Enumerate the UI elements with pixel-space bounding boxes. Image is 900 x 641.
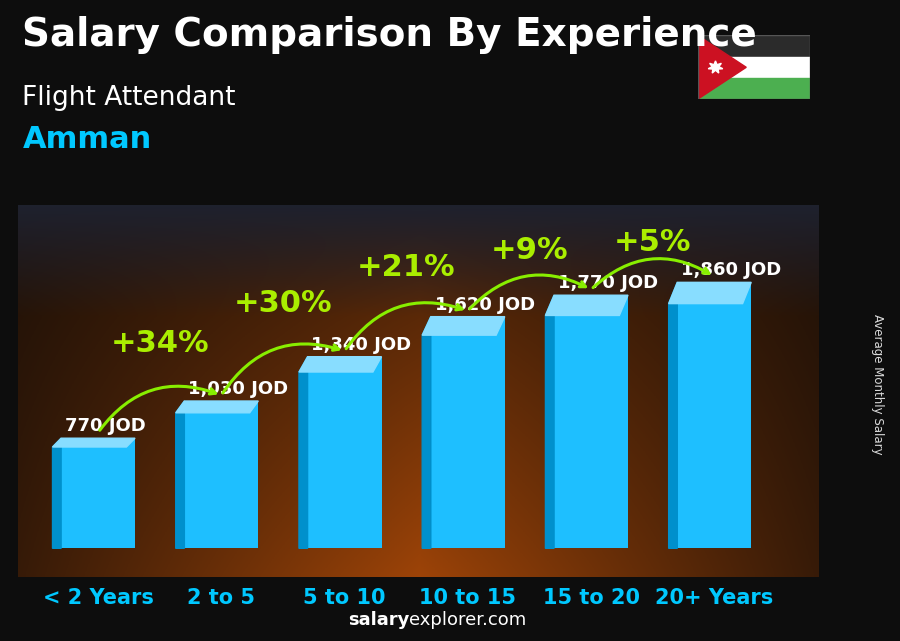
Text: Amman: Amman [22, 125, 152, 154]
Polygon shape [176, 401, 258, 413]
Bar [698, 56, 810, 78]
Text: +30%: +30% [234, 289, 332, 318]
Bar [184, 401, 258, 548]
Polygon shape [176, 401, 184, 548]
Bar [698, 78, 810, 99]
Text: 1,030 JOD: 1,030 JOD [188, 380, 288, 398]
Text: explorer.com: explorer.com [410, 612, 526, 629]
Bar [61, 438, 135, 548]
Bar [678, 282, 752, 548]
Polygon shape [299, 356, 382, 372]
Polygon shape [422, 317, 505, 335]
Text: Salary Comparison By Experience: Salary Comparison By Experience [22, 16, 757, 54]
Text: 770 JOD: 770 JOD [65, 417, 146, 435]
Text: +34%: +34% [111, 329, 209, 358]
Text: salary: salary [348, 612, 410, 629]
Text: +21%: +21% [357, 253, 455, 282]
Polygon shape [299, 356, 308, 548]
Text: Average Monthly Salary: Average Monthly Salary [871, 314, 884, 455]
Polygon shape [52, 438, 135, 447]
Text: +9%: +9% [491, 236, 568, 265]
Polygon shape [52, 438, 61, 548]
Text: 1,770 JOD: 1,770 JOD [558, 274, 658, 292]
Text: 1,620 JOD: 1,620 JOD [435, 296, 535, 314]
Text: 1,340 JOD: 1,340 JOD [311, 336, 411, 354]
Text: Flight Attendant: Flight Attendant [22, 85, 236, 111]
Bar [554, 296, 628, 548]
Bar [698, 35, 810, 56]
Polygon shape [669, 282, 678, 548]
Polygon shape [698, 35, 746, 99]
Polygon shape [708, 61, 723, 73]
Polygon shape [545, 296, 628, 315]
Bar [431, 317, 505, 548]
Polygon shape [545, 296, 554, 548]
Polygon shape [669, 282, 752, 304]
Polygon shape [422, 317, 431, 548]
Text: 1,860 JOD: 1,860 JOD [681, 262, 781, 279]
Text: +5%: +5% [614, 228, 691, 256]
Bar [308, 356, 382, 548]
